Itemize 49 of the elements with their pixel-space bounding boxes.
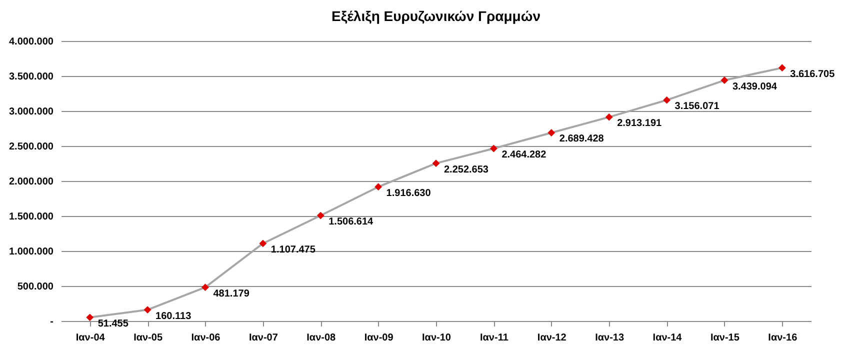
y-tick-label: 2.500.000: [9, 142, 54, 152]
point: [605, 113, 613, 121]
data-label: 481.179: [213, 288, 250, 300]
point: [316, 212, 324, 220]
y-tick-label: 3.000.000: [9, 106, 54, 118]
point: [86, 314, 94, 322]
x-tick-label: Ιαν-13: [595, 332, 624, 344]
data-label: 1.916.630: [386, 188, 432, 199]
data-label: 3.439.094: [732, 81, 778, 92]
x-tick-label: Ιαν-08: [306, 332, 336, 344]
y-tick-label: 1.000.000: [9, 246, 54, 258]
data-label: 3.616.705: [790, 68, 836, 80]
data-label: 51.455: [98, 318, 129, 330]
y-tick-label: -: [50, 316, 54, 328]
data-label: 160.113: [156, 310, 192, 322]
point: [374, 183, 382, 191]
chart-title: Εξέλιξη Ευρυζωνικών Γραμμών: [332, 8, 541, 24]
x-tick-label: Ιαν-11: [480, 332, 509, 344]
y-tick-label: 500.000: [17, 282, 54, 292]
point: [720, 76, 728, 84]
point: [432, 160, 440, 168]
x-tick-label: Ιαν-10: [422, 332, 452, 344]
data-label: 3.156.071: [674, 101, 720, 112]
x-tick-label: Ιαν-12: [537, 332, 567, 344]
y-tick-label: 1.500.000: [9, 212, 54, 222]
point: [548, 129, 556, 136]
y-tick-label: 2.000.000: [9, 176, 54, 188]
data-label: 1.506.614: [328, 216, 374, 228]
data-label: 2.252.653: [444, 164, 489, 176]
data-label: 2.689.428: [559, 134, 604, 145]
x-tick-label: Ιαν-05: [134, 332, 163, 344]
x-tick-label: Ιαν-04: [76, 332, 106, 344]
point: [663, 96, 670, 104]
data-label: 2.913.191: [617, 118, 662, 130]
x-tick-label: Ιαν-14: [652, 332, 682, 344]
point: [778, 64, 786, 72]
point: [144, 306, 152, 314]
x-tick-label: Ιαν-07: [248, 332, 278, 344]
point: [490, 144, 498, 152]
data-label: 2.464.282: [502, 150, 547, 160]
y-tick-label: 3.500.000: [9, 72, 54, 82]
data-label: 1.107.475: [270, 244, 316, 256]
x-tick-label: Ιαν-06: [191, 332, 221, 344]
point: [259, 240, 267, 248]
x-tick-label: Ιαν-15: [710, 332, 740, 344]
x-tick-label: Ιαν-09: [364, 332, 394, 344]
y-tick-label: 4.000.000: [9, 36, 54, 48]
x-tick-label: Ιαν-16: [768, 332, 798, 344]
point: [202, 284, 209, 292]
